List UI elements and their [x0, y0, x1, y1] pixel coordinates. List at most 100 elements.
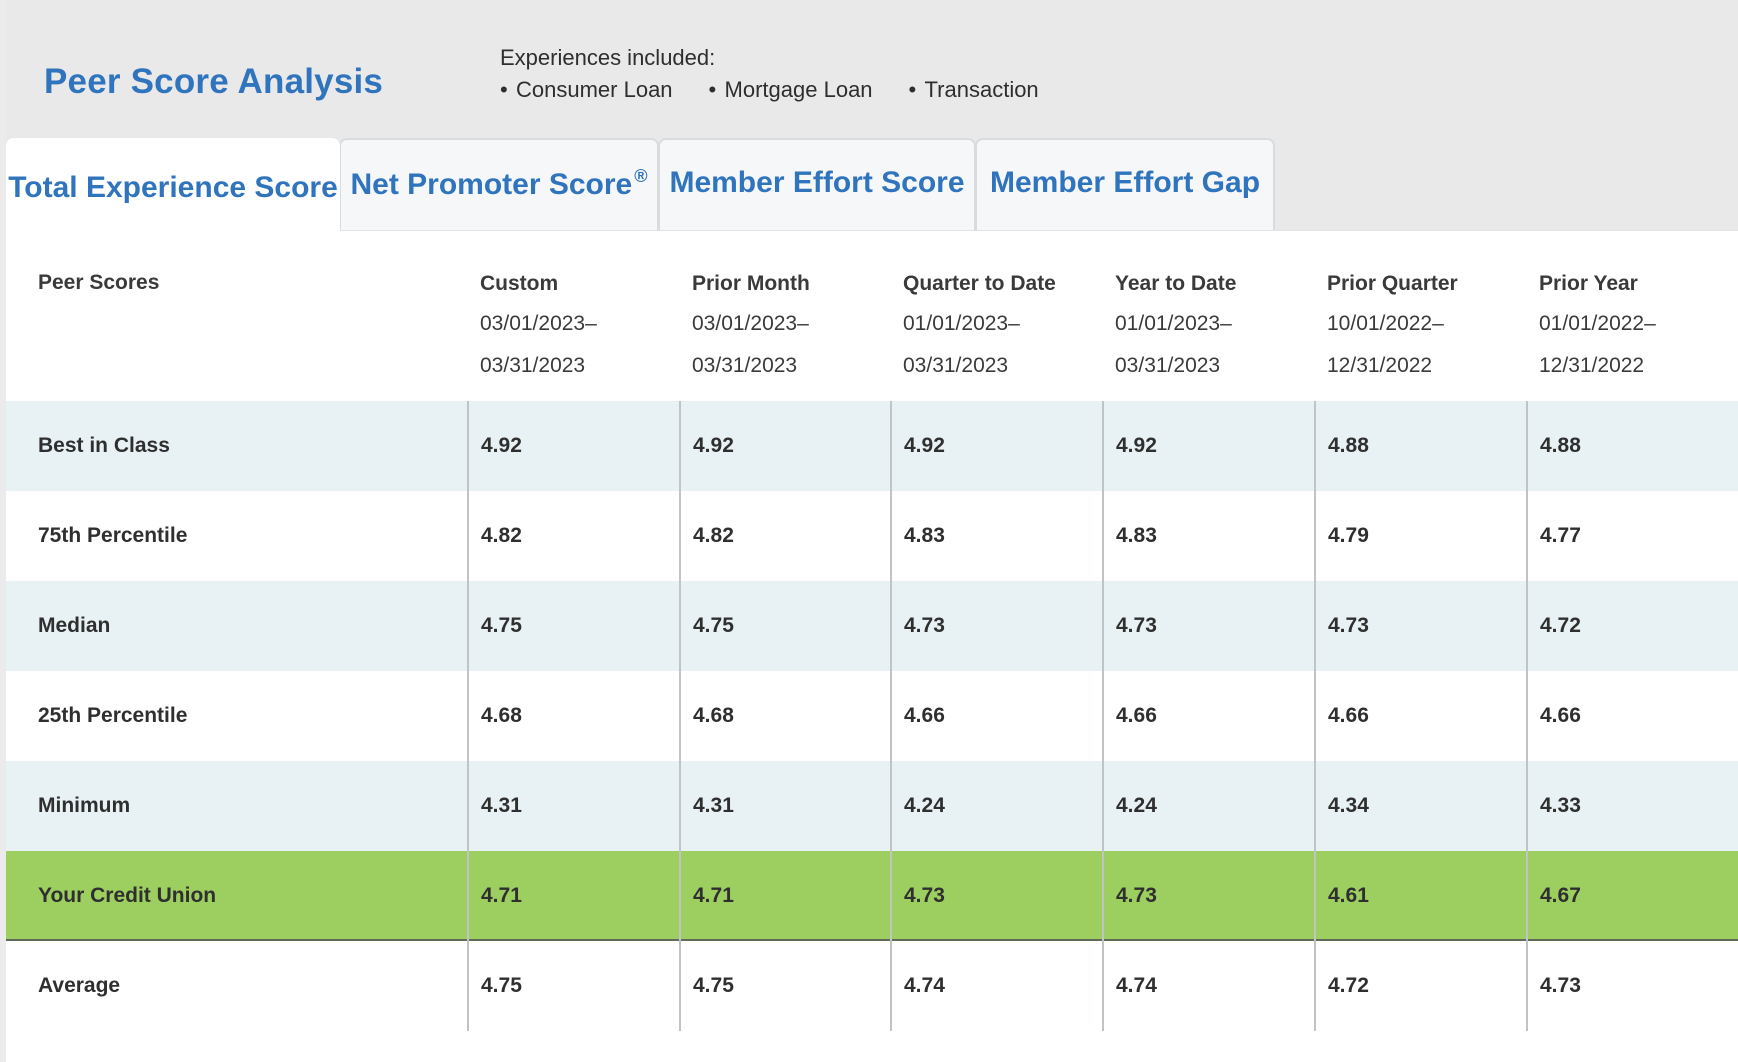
- column-header-quarter-to-date: Quarter to Date 01/01/2023– 03/31/2023: [903, 271, 1103, 387]
- table-cell: 4.83: [904, 524, 945, 547]
- row-label: Average: [38, 974, 121, 997]
- column-header-prior-quarter: Prior Quarter 10/01/2022– 12/31/2022: [1327, 271, 1527, 387]
- table-cell: 4.71: [693, 884, 734, 907]
- column-divider: [467, 401, 469, 1031]
- table-cell: 4.24: [1116, 794, 1157, 817]
- table-cell: 4.92: [904, 434, 945, 457]
- column-divider: [679, 401, 681, 1031]
- table-cell: 4.73: [1540, 974, 1581, 997]
- column-date-end: 12/31/2022: [1539, 354, 1645, 377]
- tab-label: Net Promoter Score: [350, 168, 633, 201]
- table-cell: 4.66: [1540, 704, 1581, 727]
- column-date-end: 03/31/2023: [903, 354, 1009, 377]
- table-cell: 4.73: [1116, 884, 1157, 907]
- table-cell: 4.73: [904, 884, 945, 907]
- table-cell: 4.31: [693, 794, 734, 817]
- table-cell: 4.83: [1116, 524, 1157, 547]
- column-header-prior-year: Prior Year 01/01/2022– 12/31/2022: [1539, 271, 1738, 387]
- table-cell: 4.75: [693, 974, 734, 997]
- table-cell: 4.72: [1540, 614, 1581, 637]
- column-title: Year to Date: [1115, 272, 1237, 295]
- row-label: 75th Percentile: [38, 524, 188, 547]
- table-cell: 4.72: [1328, 974, 1369, 997]
- table-row-your-credit-union: Your Credit Union 4.71 4.71 4.73 4.73 4.…: [6, 851, 1738, 941]
- column-date-end: 03/31/2023: [480, 354, 586, 377]
- column-date-end: 12/31/2022: [1327, 354, 1433, 377]
- table-cell: 4.68: [481, 704, 522, 727]
- column-divider: [1102, 401, 1104, 1031]
- row-label: Median: [38, 614, 111, 637]
- table-cell: 4.74: [1116, 974, 1157, 997]
- tab-label: Member Effort Gap: [989, 166, 1261, 199]
- column-date-end: 03/31/2023: [692, 354, 798, 377]
- column-divider: [1314, 401, 1316, 1031]
- table-cell: 4.66: [1116, 704, 1157, 727]
- table-header: Peer Scores Custom 03/01/2023– 03/31/202…: [6, 231, 1738, 401]
- row-label: Best in Class: [38, 434, 170, 457]
- column-date-start: 03/01/2023–: [480, 312, 597, 335]
- row-label: Minimum: [38, 794, 131, 817]
- experience-item-consumer-loan: Consumer Loan: [500, 74, 673, 106]
- left-edge-strip: [0, 0, 6, 1062]
- table-cell: 4.34: [1328, 794, 1369, 817]
- tab-member-effort-score[interactable]: Member Effort Score: [658, 138, 976, 230]
- table-cell: 4.92: [1116, 434, 1157, 457]
- column-title: Quarter to Date: [903, 272, 1056, 295]
- table-row-25th-percentile: 25th Percentile 4.68 4.68 4.66 4.66 4.66…: [6, 671, 1738, 761]
- registered-mark: ®: [634, 166, 648, 186]
- column-title: Prior Month: [692, 272, 810, 295]
- experiences-list: Consumer Loan Mortgage Loan Transaction: [500, 74, 1075, 106]
- table-cell: 4.74: [904, 974, 945, 997]
- table-cell: 4.24: [904, 794, 945, 817]
- tab-member-effort-gap[interactable]: Member Effort Gap: [975, 138, 1275, 230]
- tab-label-wrap: Net Promoter Score ®: [341, 166, 657, 202]
- tab-total-experience-score[interactable]: Total Experience Score: [6, 138, 340, 232]
- column-header-year-to-date: Year to Date 01/01/2023– 03/31/2023: [1115, 271, 1315, 387]
- row-label: 25th Percentile: [38, 704, 188, 727]
- table-cell: 4.82: [693, 524, 734, 547]
- table-cell: 4.75: [693, 614, 734, 637]
- table-cell: 4.73: [1116, 614, 1157, 637]
- column-date-start: 01/01/2023–: [903, 312, 1020, 335]
- column-header-prior-month: Prior Month 03/01/2023– 03/31/2023: [692, 271, 892, 387]
- column-divider: [890, 401, 892, 1031]
- experience-item-mortgage-loan: Mortgage Loan: [709, 74, 873, 106]
- column-date-start: 01/01/2023–: [1115, 312, 1232, 335]
- table-row-median: Median 4.75 4.75 4.73 4.73 4.73 4.72: [6, 581, 1738, 671]
- tab-label: Total Experience Score: [8, 171, 338, 204]
- table-cell: 4.75: [481, 974, 522, 997]
- table-cell: 4.31: [481, 794, 522, 817]
- page-title: Peer Score Analysis: [44, 62, 384, 101]
- table-cell: 4.68: [693, 704, 734, 727]
- table-cell: 4.67: [1540, 884, 1581, 907]
- table-cell: 4.71: [481, 884, 522, 907]
- table-cell: 4.73: [904, 614, 945, 637]
- table-cell: 4.73: [1328, 614, 1369, 637]
- column-title: Prior Quarter: [1327, 272, 1458, 295]
- tab-net-promoter-score[interactable]: Net Promoter Score ®: [339, 138, 659, 230]
- column-title: Custom: [480, 272, 559, 295]
- table-cell: 4.61: [1328, 884, 1369, 907]
- column-date-start: 01/01/2022–: [1539, 312, 1656, 335]
- column-date-end: 03/31/2023: [1115, 354, 1221, 377]
- table-cell: 4.66: [904, 704, 945, 727]
- table-row-best-in-class: Best in Class 4.92 4.92 4.92 4.92 4.88 4…: [6, 401, 1738, 491]
- experiences-included: Experiences included: Consumer Loan Mort…: [500, 42, 1075, 106]
- table-cell: 4.88: [1328, 434, 1369, 457]
- table-cell: 4.33: [1540, 794, 1581, 817]
- column-date-start: 10/01/2022–: [1327, 312, 1444, 335]
- experiences-label: Experiences included:: [500, 45, 716, 70]
- tab-label: Member Effort Score: [669, 166, 965, 199]
- table-row-minimum: Minimum 4.31 4.31 4.24 4.24 4.34 4.33: [6, 761, 1738, 851]
- table-cell: 4.88: [1540, 434, 1581, 457]
- row-label: Your Credit Union: [38, 884, 217, 907]
- experience-item-transaction: Transaction: [909, 74, 1039, 106]
- table-body: Best in Class 4.92 4.92 4.92 4.92 4.88 4…: [6, 401, 1738, 1031]
- column-title: Prior Year: [1539, 272, 1638, 295]
- table-cell: 4.75: [481, 614, 522, 637]
- row-header-label: Peer Scores: [38, 271, 160, 294]
- table-cell: 4.77: [1540, 524, 1581, 547]
- table-cell: 4.79: [1328, 524, 1369, 547]
- column-date-start: 03/01/2023–: [692, 312, 809, 335]
